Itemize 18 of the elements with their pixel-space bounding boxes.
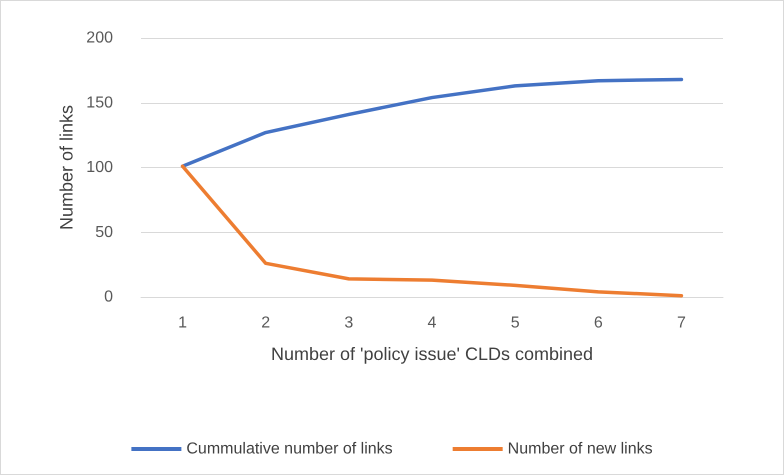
x-tick-label: 3 bbox=[344, 314, 354, 332]
x-tick-label: 6 bbox=[594, 314, 603, 332]
x-axis-title: Number of 'policy issue' CLDs combined bbox=[270, 344, 594, 364]
y-tick-label: 200 bbox=[86, 30, 114, 46]
x-tick-label: 2 bbox=[261, 314, 270, 332]
legend-label: Cummulative number of links bbox=[186, 440, 393, 458]
y-tick-label: 0 bbox=[104, 288, 114, 306]
y-tick-label: 100 bbox=[86, 159, 114, 176]
y-tick-label: 50 bbox=[95, 224, 114, 241]
legend-label: Number of new links bbox=[508, 440, 653, 458]
line-series bbox=[180, 164, 684, 298]
x-tick-label: 5 bbox=[510, 314, 520, 332]
x-tick-label: 1 bbox=[178, 314, 188, 332]
y-axis-title: Number of links bbox=[56, 104, 76, 230]
x-tick-label: 4 bbox=[428, 314, 437, 332]
y-tick-label: 150 bbox=[86, 94, 114, 112]
line-series bbox=[180, 78, 684, 168]
x-tick-label: 7 bbox=[676, 314, 686, 332]
